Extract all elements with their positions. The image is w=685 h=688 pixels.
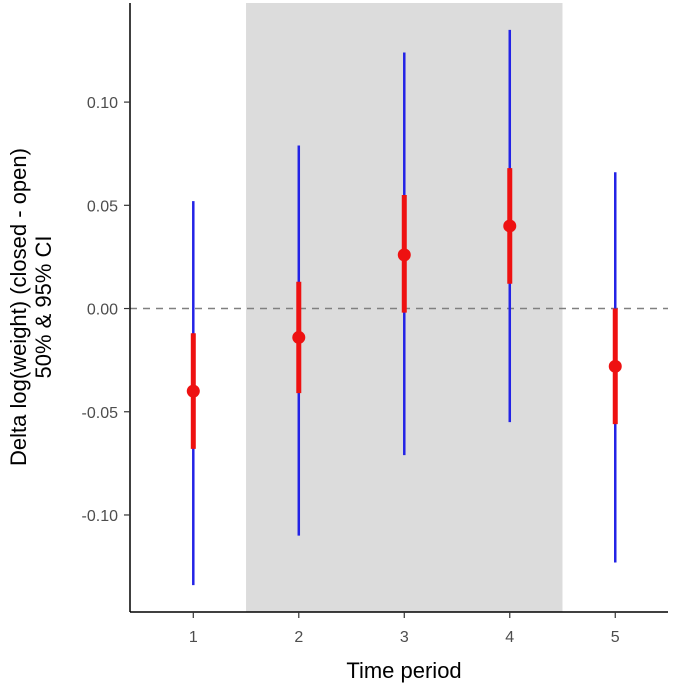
estimate-point-3 <box>397 248 411 262</box>
y-tick-label: 0.00 <box>87 302 118 319</box>
x-tick-label: 2 <box>294 629 303 646</box>
y-axis-ticks: 0.10 0.05 0.00 -0.05 -0.10 <box>82 95 130 525</box>
y-axis-title-line-1: Delta log(weight) (closed - open) <box>6 148 31 466</box>
y-axis-title-line-2: 50% & 95% CI <box>31 235 56 378</box>
estimate-point-2 <box>292 330 306 344</box>
estimate-points <box>186 219 622 398</box>
y-tick-label: 0.10 <box>87 95 118 112</box>
estimate-point-4 <box>503 219 517 233</box>
y-tick-label: -0.05 <box>82 405 119 422</box>
estimate-point-5 <box>608 359 622 373</box>
y-tick-label: 0.05 <box>87 198 118 215</box>
y-tick-label: -0.10 <box>82 508 119 525</box>
x-tick-label: 4 <box>505 629 514 646</box>
x-tick-label: 5 <box>611 629 620 646</box>
x-tick-label: 1 <box>189 629 198 646</box>
x-axis-ticks: 1 2 3 4 5 <box>189 612 620 646</box>
estimate-point-1 <box>186 384 200 398</box>
x-axis-title: Time period <box>346 658 461 683</box>
x-tick-label: 3 <box>400 629 409 646</box>
axes <box>129 3 668 613</box>
y-axis-title: Delta log(weight) (closed - open) 50% & … <box>6 148 56 466</box>
